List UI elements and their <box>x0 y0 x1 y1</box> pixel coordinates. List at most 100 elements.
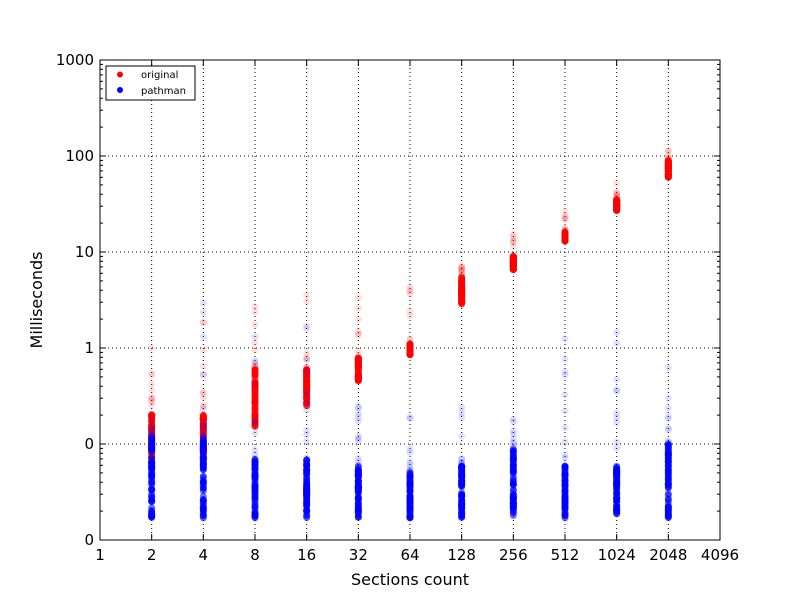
pathman-outlier-point <box>148 417 156 425</box>
pathman-point <box>199 448 207 456</box>
pathman-outlier-point <box>199 422 207 430</box>
original-outlier-point <box>303 355 311 363</box>
original-point <box>458 273 466 281</box>
pathman-point <box>354 471 362 479</box>
original-outlier-point <box>561 207 569 215</box>
pathman-point <box>664 502 672 510</box>
original-outlier-point <box>509 230 517 238</box>
original-outlier-point <box>664 156 672 164</box>
original-point <box>664 161 672 169</box>
original-outlier-point <box>406 340 414 348</box>
pathman-point <box>199 497 207 505</box>
original-outlier-point <box>251 308 259 316</box>
pathman-outlier-point <box>458 409 466 417</box>
pathman-outlier-point <box>148 432 156 440</box>
pathman-outlier-point <box>199 423 207 431</box>
pathman-outlier-point <box>406 463 414 471</box>
pathman-outlier-point <box>303 426 311 434</box>
original-point <box>199 420 207 428</box>
original-outlier-point <box>561 226 569 234</box>
pathman-outlier-point <box>354 458 362 466</box>
original-outlier-point <box>458 264 466 272</box>
pathman-outlier-point <box>303 390 311 398</box>
pathman-point <box>354 477 362 485</box>
original-outlier-point <box>303 364 311 372</box>
pathman-outlier-point <box>613 375 621 383</box>
original-point <box>251 366 259 374</box>
y-tick-label: 1 <box>84 339 94 357</box>
original-point <box>458 298 466 306</box>
original-outlier-point <box>509 237 517 245</box>
original-outlier-point <box>199 319 207 327</box>
original-point <box>303 387 311 395</box>
original-outlier-point <box>613 189 621 197</box>
original-point <box>354 364 362 372</box>
pathman-outlier-point <box>613 419 621 427</box>
pathman-outlier-point <box>406 460 414 468</box>
original-outlier-point <box>303 291 311 299</box>
original-outlier-point <box>199 389 207 397</box>
pathman-point <box>561 463 569 471</box>
pathman-outlier-point <box>354 437 362 445</box>
original-outlier-point <box>199 403 207 411</box>
original-outlier-point <box>148 371 156 379</box>
pathman-point <box>613 483 621 491</box>
pathman-point <box>303 508 311 516</box>
pathman-outlier-point <box>354 409 362 417</box>
x-tick-label: 4096 <box>701 546 739 564</box>
pathman-outlier-point <box>664 426 672 434</box>
pathman-point <box>613 494 621 502</box>
pathman-outlier-point <box>199 299 207 307</box>
pathman-outlier-point <box>509 438 517 446</box>
original-outlier-point <box>199 362 207 370</box>
original-outlier-point <box>199 388 207 396</box>
pathman-point <box>613 476 621 484</box>
pathman-outlier-point <box>406 468 414 476</box>
original-outlier-point <box>148 386 156 394</box>
original-point <box>406 346 414 354</box>
pathman-point <box>561 488 569 496</box>
original-outlier-point <box>303 349 311 357</box>
original-outlier-point <box>561 215 569 223</box>
x-tick-label: 16 <box>297 546 316 564</box>
pathman-outlier-point <box>406 445 414 453</box>
original-outlier-point <box>303 363 311 371</box>
pathman-outlier-point <box>303 367 311 375</box>
pathman-point <box>406 478 414 486</box>
pathman-point <box>354 487 362 495</box>
pathman-outlier-point <box>613 386 621 394</box>
original-outlier-point <box>406 340 414 348</box>
pathman-outlier-point <box>509 418 517 426</box>
pathman-point <box>406 493 414 501</box>
pathman-outlier-point <box>458 459 466 467</box>
original-outlier-point <box>509 232 517 240</box>
original-outlier-point <box>251 321 259 329</box>
original-point <box>251 399 259 407</box>
pathman-point <box>148 504 156 512</box>
original-outlier-point <box>251 361 259 369</box>
original-outlier-point <box>561 216 569 224</box>
original-point <box>509 256 517 264</box>
pathman-point <box>354 506 362 514</box>
pathman-point <box>406 510 414 518</box>
pathman-outlier-point <box>303 438 311 446</box>
pathman-outlier-point <box>303 356 311 364</box>
legend-label-pathman: pathman <box>141 86 186 97</box>
original-outlier-point <box>613 179 621 187</box>
original-outlier-point <box>199 346 207 354</box>
original-outlier-point <box>354 353 362 361</box>
pathman-point <box>199 454 207 462</box>
original-outlier-point <box>251 364 259 372</box>
pathman-outlier-point <box>458 455 466 463</box>
y-tick-label: 0 <box>84 435 94 453</box>
x-tick-label: 32 <box>349 546 368 564</box>
original-outlier-point <box>199 371 207 379</box>
original-outlier-point <box>148 401 156 409</box>
pathman-point <box>509 491 517 499</box>
original-point <box>148 427 156 435</box>
original-outlier-point <box>664 156 672 164</box>
pathman-point <box>509 468 517 476</box>
original-outlier-point <box>458 263 466 271</box>
original-outlier-point <box>199 394 207 402</box>
pathman-point <box>613 471 621 479</box>
